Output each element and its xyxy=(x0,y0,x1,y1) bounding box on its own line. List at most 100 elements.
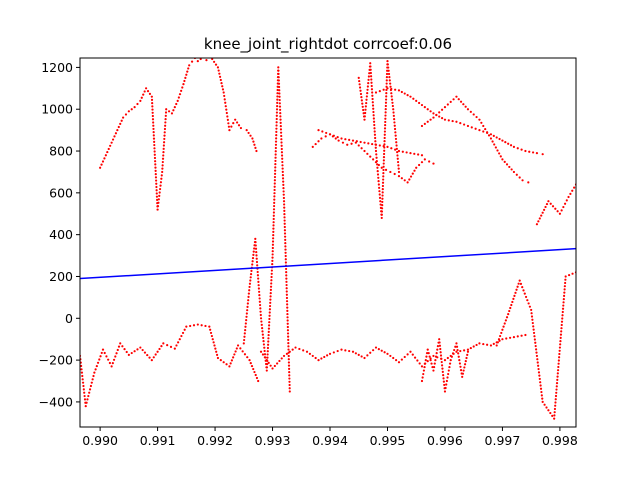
scatter-point xyxy=(104,154,107,157)
scatter-point xyxy=(154,160,157,163)
scatter-point xyxy=(363,149,366,153)
scatter-point xyxy=(440,364,444,367)
scatter-point xyxy=(455,345,459,348)
scatter-point xyxy=(270,279,273,282)
scatter-point xyxy=(411,172,414,175)
scatter-point xyxy=(159,187,162,191)
scatter-point xyxy=(136,102,139,106)
scatter-point xyxy=(286,325,289,329)
y-tick-label: 200 xyxy=(49,269,73,284)
scatter-point xyxy=(389,170,392,174)
scatter-point xyxy=(92,374,95,378)
scatter-point xyxy=(93,371,96,374)
scatter-point xyxy=(384,114,387,117)
scatter-point xyxy=(140,96,143,99)
scatter-point xyxy=(284,254,287,258)
scatter-point xyxy=(406,94,409,97)
scatter-point xyxy=(232,356,235,359)
scatter-point xyxy=(218,75,222,78)
scatter-point xyxy=(108,361,111,365)
scatter-point xyxy=(291,348,294,351)
scatter-point xyxy=(284,235,287,238)
scatter-point xyxy=(545,202,549,206)
scatter-point xyxy=(269,364,272,367)
scatter-point xyxy=(375,159,378,163)
scatter-point xyxy=(422,372,425,376)
scatter-point xyxy=(81,374,84,378)
scatter-point xyxy=(372,110,375,114)
scatter-point xyxy=(155,195,159,198)
plot-area xyxy=(80,58,576,420)
scatter-point xyxy=(357,144,360,147)
scatter-point xyxy=(190,60,194,63)
scatter-point xyxy=(251,263,254,266)
scatter-point xyxy=(217,69,220,72)
scatter-point xyxy=(424,362,427,365)
scatter-point xyxy=(423,365,426,369)
scatter-point xyxy=(461,372,465,375)
scatter-point xyxy=(266,356,269,359)
scatter-point xyxy=(528,305,531,308)
scatter-point xyxy=(236,121,239,124)
scatter-point xyxy=(287,348,290,351)
scatter-point xyxy=(464,105,467,108)
scatter-point xyxy=(282,183,285,186)
scatter-point xyxy=(272,237,275,240)
scatter-point xyxy=(298,347,301,351)
scatter-point xyxy=(527,181,530,184)
scatter-point xyxy=(443,390,447,393)
scatter-point xyxy=(383,140,386,143)
scatter-point xyxy=(366,88,369,91)
scatter-point xyxy=(381,184,385,188)
scatter-point xyxy=(158,347,161,351)
scatter-point xyxy=(288,377,291,380)
scatter-point xyxy=(554,207,557,210)
scatter-point xyxy=(423,158,426,161)
scatter-point xyxy=(286,332,290,335)
scatter-point xyxy=(383,143,386,146)
scatter-point xyxy=(396,154,399,157)
scatter-point xyxy=(387,69,390,72)
scatter-point xyxy=(432,162,435,165)
scatter-point xyxy=(200,324,203,327)
scatter-point xyxy=(509,336,512,339)
scatter-point xyxy=(369,71,372,75)
scatter-point xyxy=(504,141,507,144)
scatter-point xyxy=(497,338,501,341)
scatter-point xyxy=(189,324,192,328)
scatter-point xyxy=(225,108,228,111)
scatter-point xyxy=(88,388,92,391)
scatter-point xyxy=(480,121,483,124)
scatter-point xyxy=(337,139,340,142)
scatter-point xyxy=(380,349,383,352)
scatter-point xyxy=(524,149,527,153)
scatter-point xyxy=(466,348,470,351)
scatter-point xyxy=(277,82,281,85)
scatter-point xyxy=(371,91,374,94)
scatter-point xyxy=(555,382,559,385)
scatter-point xyxy=(509,306,512,310)
scatter-point xyxy=(571,272,574,275)
scatter-point xyxy=(221,88,225,91)
scatter-point xyxy=(406,353,409,356)
scatter-point xyxy=(280,357,283,360)
scatter-point xyxy=(115,352,118,355)
scatter-point xyxy=(431,365,434,369)
scatter-point xyxy=(274,163,277,166)
scatter-point xyxy=(434,359,437,362)
scatter-point xyxy=(403,179,406,182)
scatter-point xyxy=(90,381,93,384)
scatter-point xyxy=(288,387,291,390)
scatter-point xyxy=(157,198,160,201)
scatter-point xyxy=(380,166,383,169)
scatter-point xyxy=(537,220,540,223)
scatter-point xyxy=(262,340,265,343)
scatter-point xyxy=(394,148,397,151)
scatter-point xyxy=(556,372,559,375)
scatter-point xyxy=(418,163,421,167)
scatter-point xyxy=(394,131,397,134)
scatter-point xyxy=(354,352,357,355)
scatter-point xyxy=(236,344,240,347)
y-tick-label: 400 xyxy=(49,227,73,242)
